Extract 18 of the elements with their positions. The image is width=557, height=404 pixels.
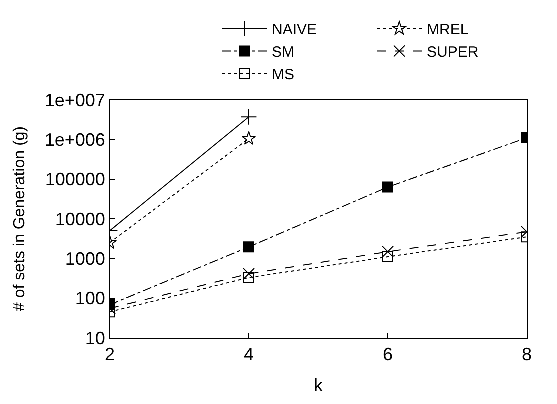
x-tick-label: 2	[104, 344, 116, 365]
y-tick-label: 100000	[45, 170, 106, 190]
y-tick-label: 1000	[65, 248, 106, 269]
y-tick-label: 100	[75, 288, 106, 309]
y-axis-title: # of sets in Generation (g)	[12, 126, 29, 312]
legend-label: MREL	[427, 22, 469, 39]
y-tick-label: 10000	[55, 209, 106, 230]
x-tick-label: 8	[522, 344, 532, 365]
legend-label: SUPER	[427, 44, 479, 62]
x-tick-label: 6	[382, 344, 394, 365]
legend-label: MS	[272, 66, 294, 84]
x-tick-label: 4	[244, 344, 254, 365]
y-tick-label: 1e+007	[44, 90, 106, 110]
y-tick-label: 1e+006	[44, 130, 106, 150]
x-axis-title: k	[314, 376, 324, 396]
legend-label: SM	[272, 44, 294, 62]
legend-label: NAIVE	[272, 22, 318, 39]
y-tick-label: 10	[85, 328, 106, 348]
